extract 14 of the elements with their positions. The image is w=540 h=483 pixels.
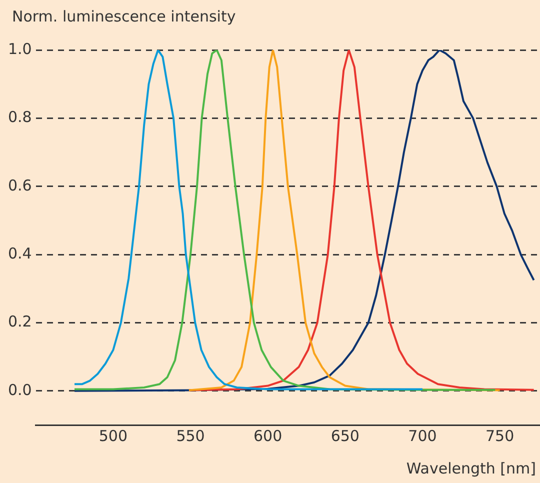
y-axis-title: Norm. luminescence intensity [12,7,236,26]
y-tick-label: 0.8 [8,108,32,126]
y-tick-label: 0.2 [8,312,32,331]
x-axis-title: Wavelength [nm] [406,459,536,478]
x-tick-label: 700 [408,426,437,445]
x-tick-label: 500 [98,426,128,445]
x-tick-label: 650 [330,426,360,445]
x-tick-label: 750 [485,426,514,445]
y-tick-label: 0.0 [8,380,32,399]
y-tick-label: 1.0 [8,40,32,58]
x-tick-label: 600 [254,426,282,445]
x-tick-label: 550 [176,426,205,445]
y-tick-label: 0.4 [8,244,32,262]
y-tick-label: 0.6 [8,176,32,194]
